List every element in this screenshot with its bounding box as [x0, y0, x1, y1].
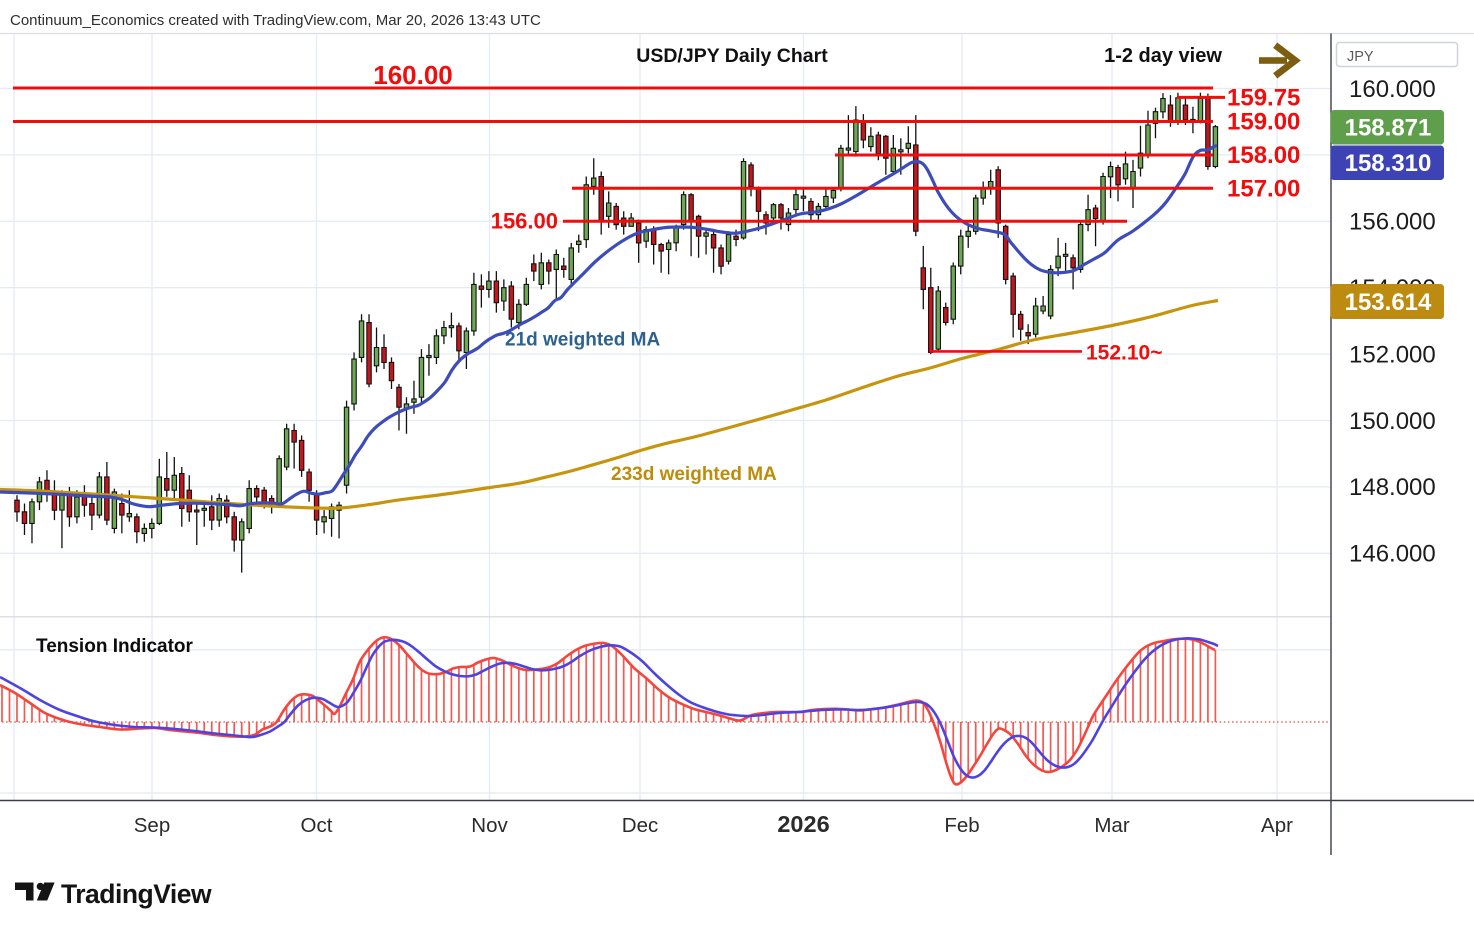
- svg-text:USD/JPY Daily Chart: USD/JPY Daily Chart: [636, 45, 828, 67]
- svg-text:160.00: 160.00: [373, 60, 453, 90]
- svg-text:Nov: Nov: [471, 814, 508, 837]
- svg-text:159.75: 159.75: [1227, 85, 1300, 112]
- svg-text:148.000: 148.000: [1349, 474, 1436, 501]
- svg-text:150.000: 150.000: [1349, 408, 1436, 435]
- svg-text:146.000: 146.000: [1349, 541, 1436, 568]
- svg-text:Mar: Mar: [1094, 814, 1129, 837]
- svg-text:1-2 day view: 1-2 day view: [1104, 45, 1222, 67]
- svg-text:233d weighted MA: 233d weighted MA: [611, 464, 777, 485]
- svg-text:TradingView: TradingView: [61, 879, 212, 909]
- svg-text:2026: 2026: [777, 811, 829, 837]
- svg-text:Oct: Oct: [301, 814, 333, 837]
- svg-text:21d weighted MA: 21d weighted MA: [505, 330, 660, 351]
- svg-text:JPY: JPY: [1347, 49, 1374, 65]
- svg-text:Tension Indicator: Tension Indicator: [36, 636, 194, 657]
- svg-text:152.10~: 152.10~: [1086, 342, 1163, 365]
- svg-text:Sep: Sep: [134, 814, 170, 837]
- svg-text:156.000: 156.000: [1349, 209, 1436, 236]
- svg-text:Dec: Dec: [622, 814, 658, 837]
- svg-text:Feb: Feb: [944, 814, 979, 837]
- svg-text:157.00: 157.00: [1227, 175, 1300, 202]
- svg-text:152.000: 152.000: [1349, 341, 1436, 368]
- svg-text:153.614: 153.614: [1345, 289, 1432, 316]
- svg-text:159.00: 159.00: [1227, 109, 1300, 136]
- svg-text:156.00: 156.00: [491, 209, 558, 234]
- svg-text:160.000: 160.000: [1349, 76, 1436, 103]
- svg-text:Continuum_Economics created wi: Continuum_Economics created with Trading…: [10, 12, 541, 29]
- svg-text:158.871: 158.871: [1345, 115, 1432, 142]
- svg-text:158.310: 158.310: [1345, 150, 1432, 177]
- svg-text:Apr: Apr: [1261, 814, 1293, 837]
- svg-text:158.00: 158.00: [1227, 142, 1300, 169]
